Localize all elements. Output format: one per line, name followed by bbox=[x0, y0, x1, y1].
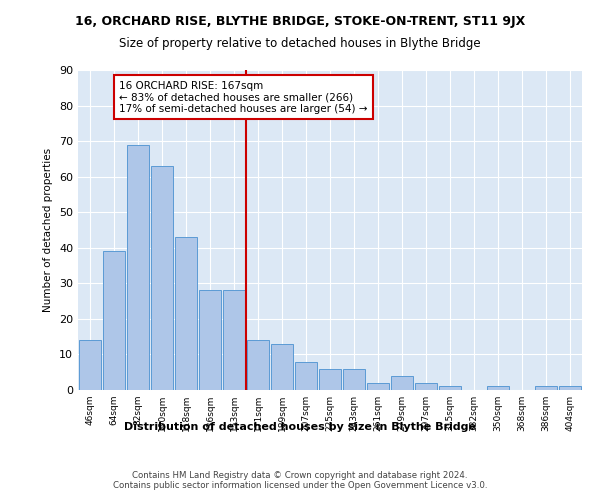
Bar bbox=[319, 368, 341, 390]
Bar bbox=[487, 386, 509, 390]
Bar bbox=[271, 344, 293, 390]
Bar bbox=[343, 368, 365, 390]
Bar bbox=[175, 237, 197, 390]
Bar bbox=[79, 340, 101, 390]
Bar bbox=[151, 166, 173, 390]
Bar bbox=[367, 383, 389, 390]
Text: 16, ORCHARD RISE, BLYTHE BRIDGE, STOKE-ON-TRENT, ST11 9JX: 16, ORCHARD RISE, BLYTHE BRIDGE, STOKE-O… bbox=[75, 15, 525, 28]
Bar bbox=[391, 376, 413, 390]
Bar bbox=[127, 144, 149, 390]
Bar bbox=[535, 386, 557, 390]
Bar bbox=[295, 362, 317, 390]
Bar bbox=[103, 252, 125, 390]
Bar bbox=[223, 290, 245, 390]
Text: 16 ORCHARD RISE: 167sqm
← 83% of detached houses are smaller (266)
17% of semi-d: 16 ORCHARD RISE: 167sqm ← 83% of detache… bbox=[119, 80, 367, 114]
Bar bbox=[247, 340, 269, 390]
Text: Contains HM Land Registry data © Crown copyright and database right 2024.
Contai: Contains HM Land Registry data © Crown c… bbox=[113, 470, 487, 490]
Text: Distribution of detached houses by size in Blythe Bridge: Distribution of detached houses by size … bbox=[124, 422, 476, 432]
Bar bbox=[199, 290, 221, 390]
Text: Size of property relative to detached houses in Blythe Bridge: Size of property relative to detached ho… bbox=[119, 38, 481, 51]
Bar bbox=[415, 383, 437, 390]
Bar bbox=[439, 386, 461, 390]
Y-axis label: Number of detached properties: Number of detached properties bbox=[43, 148, 53, 312]
Bar bbox=[559, 386, 581, 390]
